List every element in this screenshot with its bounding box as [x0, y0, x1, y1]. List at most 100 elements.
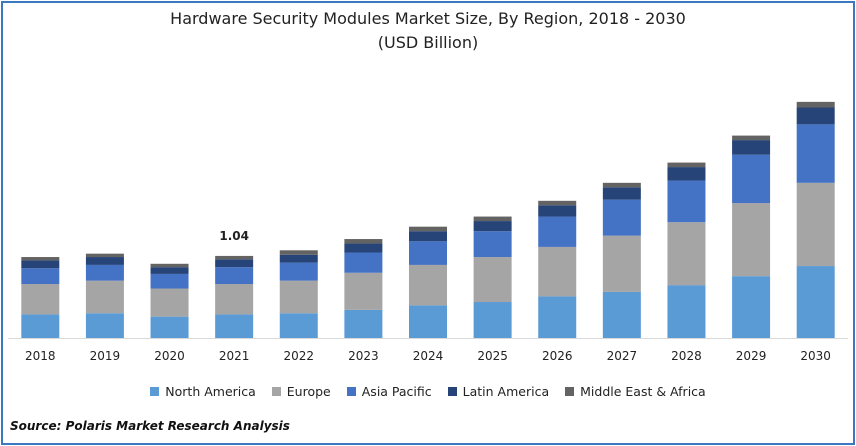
- bar-segment: [215, 267, 254, 285]
- bar-segment: [732, 276, 771, 338]
- x-tick-label: 2021: [219, 349, 250, 363]
- bar-segment: [409, 264, 447, 306]
- bar-segment: [344, 309, 383, 338]
- legend-label: Asia Pacific: [361, 384, 432, 399]
- legend-swatch: [565, 387, 575, 396]
- bar-segment: [85, 257, 124, 265]
- bar-segment: [796, 182, 835, 267]
- bar-segment: [667, 167, 706, 181]
- bar-segment: [667, 180, 706, 223]
- legend-swatch: [346, 387, 356, 396]
- bar-segment: [344, 252, 383, 273]
- x-tick-label: 2022: [283, 349, 314, 363]
- bar-segment: [215, 255, 254, 260]
- bar-segment: [796, 107, 835, 125]
- x-tick-label: 2019: [90, 349, 121, 363]
- bar-segment: [21, 268, 60, 285]
- bar-segment: [732, 140, 771, 155]
- legend-label: Middle East & Africa: [580, 384, 706, 399]
- data-label: 1.04: [219, 229, 249, 243]
- bar-segment: [538, 200, 577, 206]
- bar-segment: [279, 254, 318, 263]
- bar-segment: [150, 273, 189, 289]
- bar-segment: [538, 205, 577, 217]
- bar-segment: [602, 235, 641, 292]
- bar-segment: [215, 259, 254, 268]
- x-tick-label: 2020: [154, 349, 185, 363]
- bar-segment: [602, 291, 641, 338]
- bar-segment: [85, 253, 124, 258]
- legend-swatch: [447, 387, 457, 396]
- bar-segment: [732, 154, 771, 204]
- x-tick-label: 2029: [736, 349, 767, 363]
- legend-label: North America: [165, 384, 256, 399]
- x-tick-label: 2023: [348, 349, 379, 363]
- bar-segment: [473, 257, 512, 303]
- bar-segment: [602, 199, 641, 236]
- legend-item: Latin America: [447, 384, 550, 399]
- chart-legend: North America Europe Asia Pacific Latin …: [0, 384, 856, 399]
- legend-swatch: [150, 387, 160, 396]
- bar-segment: [344, 239, 383, 244]
- chart-title: Hardware Security Modules Market Size, B…: [170, 9, 686, 28]
- bar-segment: [279, 262, 318, 281]
- bar-segment: [85, 264, 124, 281]
- bar-segment: [473, 216, 512, 222]
- x-tick-label: 2028: [671, 349, 702, 363]
- bar-segment: [85, 280, 124, 314]
- x-tick-label: 2027: [607, 349, 638, 363]
- bar-segment: [21, 257, 60, 261]
- legend-item: North America: [150, 384, 256, 399]
- bar-segment: [279, 280, 318, 314]
- bar-segment: [796, 124, 835, 183]
- bar-segment: [409, 231, 447, 242]
- bar-segment: [473, 221, 512, 232]
- bar-segment: [409, 226, 447, 232]
- bar-segment: [409, 305, 447, 338]
- x-tick-label: 2030: [800, 349, 831, 363]
- bar-segment: [667, 222, 706, 286]
- bar-segment: [344, 243, 383, 253]
- bar-segment: [21, 284, 60, 315]
- legend-item: Asia Pacific: [346, 384, 432, 399]
- bar-segment: [473, 231, 512, 258]
- chart-subtitle: (USD Billion): [377, 33, 479, 52]
- bar-segment: [667, 162, 706, 168]
- bar-segment: [602, 187, 641, 200]
- bar-segment: [796, 101, 835, 108]
- bar-segment: [279, 313, 318, 338]
- bar-segment: [667, 285, 706, 338]
- bar-segment: [215, 284, 254, 315]
- bar-segment: [150, 267, 189, 274]
- bar-segment: [150, 288, 189, 317]
- bar-segment: [344, 272, 383, 310]
- x-tick-label: 2025: [477, 349, 508, 363]
- legend-item: Middle East & Africa: [565, 384, 706, 399]
- bar-segment: [602, 182, 641, 188]
- bar-segment: [150, 316, 189, 338]
- source-note: Source: Polaris Market Research Analysis: [10, 419, 290, 433]
- bar-segment: [732, 135, 771, 141]
- bar-segment: [538, 296, 577, 338]
- legend-label: Latin America: [462, 384, 550, 399]
- legend-label: Europe: [286, 384, 331, 399]
- x-tick-label: 2026: [542, 349, 573, 363]
- bar-segment: [215, 314, 254, 338]
- legend-swatch: [271, 387, 281, 396]
- x-tick-label: 2018: [25, 349, 56, 363]
- bar-segment: [538, 216, 577, 247]
- bar-segment: [279, 250, 318, 255]
- legend-item: Europe: [271, 384, 331, 399]
- bar-segment: [21, 314, 60, 338]
- bar-segment: [150, 263, 189, 268]
- bar-segment: [85, 313, 124, 338]
- bar-segment: [409, 241, 447, 265]
- bar-segment: [732, 203, 771, 277]
- bar-segment: [538, 246, 577, 297]
- x-tick-label: 2024: [413, 349, 444, 363]
- bar-segment: [21, 260, 60, 269]
- bar-segment: [796, 266, 835, 338]
- bar-segment: [473, 302, 512, 338]
